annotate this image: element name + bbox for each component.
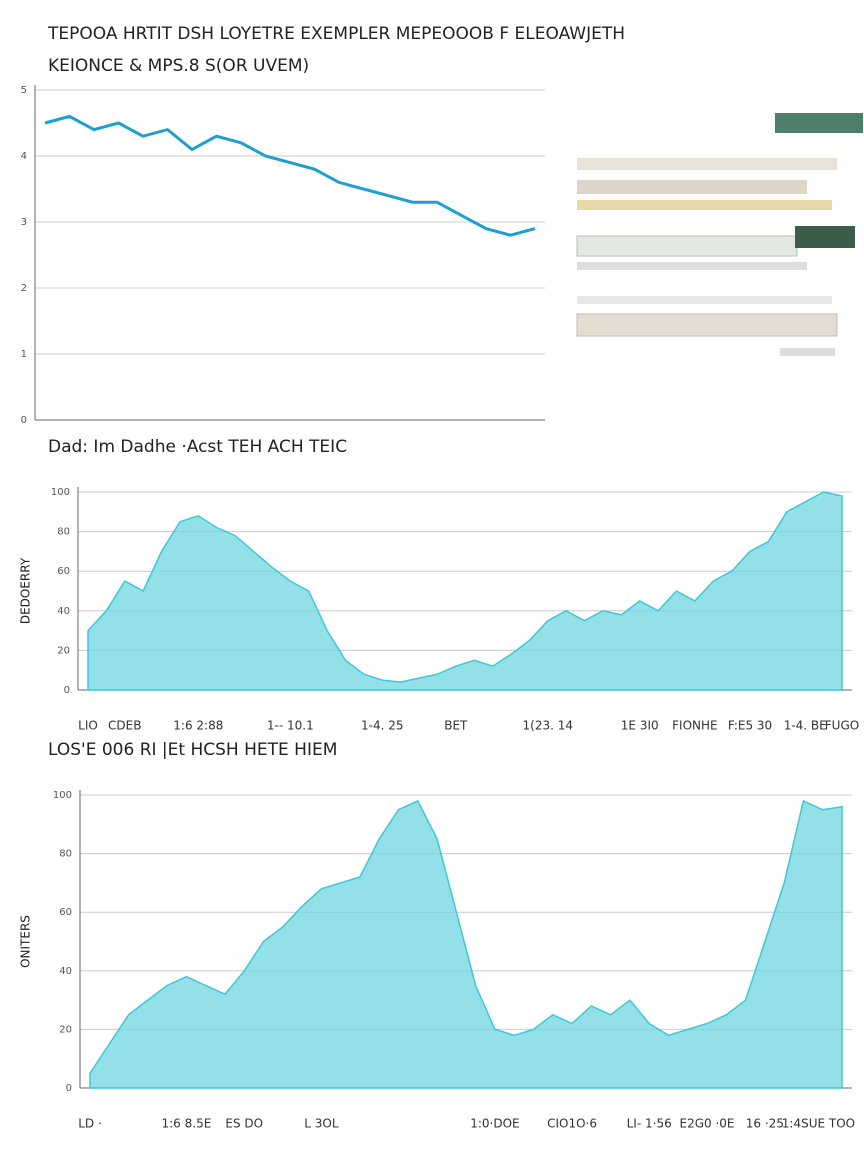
chart-title: Dad: Im Dadhe ·Acst TEH ACH TEIC [48, 437, 347, 457]
x-tick-label: CDEB [108, 719, 141, 733]
x-tick-label: FIONHE [672, 719, 717, 733]
x-tick-label: 1-- 10.1 [267, 719, 314, 733]
x-tick-label: 1:4SUE [782, 1117, 825, 1131]
y-axis-label: DEDOERRY [19, 557, 33, 624]
x-tick-label: TOO [828, 1117, 855, 1131]
header-title: TEPOOA HRTIT DSH LOYETRE EXEMPLER MEPEOO… [47, 24, 625, 44]
data-area [87, 491, 843, 691]
x-tick-label: 1(23. 14 [523, 719, 573, 733]
x-tick-label: LIO [78, 719, 98, 733]
y-tick-label: 0 [66, 1083, 72, 1094]
strip [577, 200, 832, 210]
x-tick-label: LI- 1·56 [627, 1117, 672, 1131]
y-tick-label: 20 [59, 1024, 72, 1035]
x-tick-label: E2G0 ·0E [680, 1117, 735, 1131]
y-tick-label: 5 [21, 85, 27, 96]
x-tick-label: 16 ·25 [746, 1117, 784, 1131]
y-tick-label: 4 [21, 151, 27, 162]
strip [577, 158, 837, 170]
header-subtitle: KEIONCE & MPS.8 S(OR UVEM) [48, 56, 309, 76]
y-tick-label: 40 [59, 966, 72, 977]
chart-title: LOS'E 006 RI |Et HCSH HETE HIEM [48, 740, 337, 760]
y-tick-label: 40 [57, 606, 70, 617]
y-tick-label: 60 [59, 907, 72, 918]
thumbnail [795, 226, 855, 248]
y-tick-label: 1 [21, 349, 27, 360]
strip [576, 313, 838, 337]
side-panel [576, 113, 863, 356]
x-tick-label: 1E 3I0 [621, 719, 659, 733]
y-tick-label: 0 [64, 685, 70, 696]
x-tick-label: LD · [78, 1117, 102, 1131]
thumbnail [775, 113, 863, 133]
strip [577, 262, 807, 270]
x-tick-label: FUGO [825, 719, 859, 733]
y-tick-label: 100 [51, 487, 70, 498]
x-tick-label: 1-4. 25 [361, 719, 404, 733]
x-tick-label: BET [444, 719, 468, 733]
y-tick-label: 80 [59, 849, 72, 860]
y-tick-label: 20 [57, 645, 70, 656]
strip [577, 180, 807, 194]
x-tick-label: CIO1O·6 [547, 1117, 597, 1131]
y-tick-label: 80 [57, 527, 70, 538]
x-tick-label: ES DO [225, 1117, 263, 1131]
x-tick-label: 1:6 2:88 [173, 719, 223, 733]
data-area [89, 799, 843, 1089]
x-tick-label: L 3OL [304, 1117, 339, 1131]
y-tick-label: 100 [53, 790, 72, 801]
x-tick-label: 1:6 8.5E [162, 1117, 212, 1131]
y-tick-label: 2 [21, 283, 27, 294]
y-axis-label: ONITERS [19, 915, 33, 968]
strip [577, 296, 832, 304]
y-tick-label: 3 [21, 217, 27, 228]
y-tick-label: 60 [57, 566, 70, 577]
x-tick-label: F:E5 30 [728, 719, 772, 733]
strip [576, 235, 798, 257]
data-line [44, 114, 536, 237]
strip [780, 348, 835, 356]
x-tick-label: 1:0·DOE [470, 1117, 519, 1131]
x-tick-label: 1-4. BE [784, 719, 827, 733]
y-tick-label: 0 [21, 415, 27, 426]
